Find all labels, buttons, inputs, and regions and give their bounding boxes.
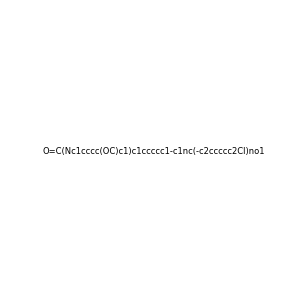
Text: O=C(Nc1cccc(OC)c1)c1ccccc1-c1nc(-c2ccccc2Cl)no1: O=C(Nc1cccc(OC)c1)c1ccccc1-c1nc(-c2ccccc… [43, 147, 265, 156]
